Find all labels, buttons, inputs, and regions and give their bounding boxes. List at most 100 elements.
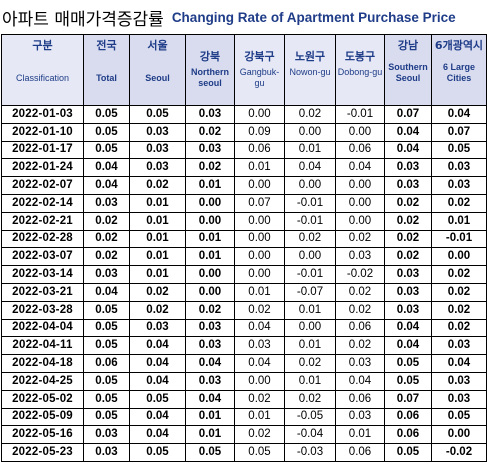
row-value: 0.09 [234,122,285,142]
header-kr-label: 전국 [96,39,117,52]
row-value: 0.00 [234,229,285,249]
header-dobong-gu: 도봉구 Dobong-gu [335,34,385,106]
row-value: 0.03 [83,193,130,213]
row-value: 0.00 [234,371,285,391]
row-value: 0.03 [129,318,186,338]
row-date: 2022-02-07 [1,176,84,195]
row-date: 2022-03-07 [1,247,84,267]
row-value: 0.00 [185,282,235,302]
row-value: 0.00 [335,211,385,231]
row-value: 0.02 [234,300,285,320]
row-value: 0.02 [83,211,130,231]
table-row: 2022-01-24 0.04 0.03 0.02 0.01 0.04 0.04 0.03 0.… [1,158,487,178]
row-value: 0.04 [83,158,130,178]
row-value: 0.00 [185,211,235,231]
table-row: 2022-02-21 0.02 0.01 0.00 0.00 -0.01 0.00 0.02 0… [1,211,487,231]
row-value: 0.05 [83,407,130,427]
table-row: 2022-03-07 0.02 0.01 0.01 0.00 0.00 0.03 0.02 0.… [1,247,487,267]
row-value: 0.04 [129,354,186,373]
row-date: 2022-02-21 [1,211,84,231]
row-value: -0.01 [335,105,385,124]
row-value: -0.01 [284,265,336,284]
table-row: 2022-04-25 0.05 0.04 0.03 0.00 0.01 0.04 0.05 0.… [1,371,487,391]
row-value: 0.02 [384,247,432,267]
row-value: -0.04 [284,425,336,445]
header-kr-label: 강남 [397,39,419,52]
row-value: -0.05 [284,407,336,427]
header-classification: 구분 Classification [1,34,84,106]
row-value: 0.02 [185,300,235,320]
row-value: 0.07 [384,389,432,409]
table-row: 2022-01-03 0.05 0.05 0.03 0.00 0.02 -0.01 0.07 0… [1,105,487,124]
header-kr-label: 도봉구 [344,50,376,63]
row-value: 0.03 [431,371,487,391]
row-value: 0.03 [384,176,432,195]
row-value: 0.01 [284,336,336,356]
title-english: Changing Rate of Apartment Purchase Pric… [171,9,456,25]
header-en-label: Nowon-gu [289,67,331,77]
header-en-label: Classification [15,73,70,83]
table-row: 2022-05-23 0.03 0.05 0.05 0.05 -0.03 0.06 0.05-… [1,443,487,462]
header-gangbuk-gu: 강북구 Gangbuk-gu [234,34,285,106]
row-value: 0.00 [284,176,336,195]
row-value: 0.05 [234,443,285,462]
table-row: 2022-01-10 0.05 0.03 0.02 0.09 0.00 0.00 0.04 0.… [1,122,487,142]
row-value: 0.04 [83,282,130,302]
row-value: 0.00 [234,176,285,195]
page-title: 아파트 매매가격증감률 Changing Rate of Apartment P… [0,0,487,34]
row-date: 2022-01-17 [1,140,84,160]
row-value: 0.02 [335,336,385,356]
row-value: 0.00 [335,122,385,142]
row-value: 0.02 [431,282,487,302]
row-value: 0.03 [185,371,235,391]
row-value: 0.00 [284,122,336,142]
row-value: 0.05 [384,443,432,462]
table-row: 2022-05-16 0.03 0.04 0.01 0.02 -0.04 0.01 0.06 0… [1,425,487,445]
row-value: 0.01 [431,211,487,231]
row-value: 0.02 [284,354,336,373]
row-value: 0.03 [185,318,235,338]
table-body: 2022-01-03 0.05 0.05 0.03 0.00 0.02 -0.01 0.07 0… [1,105,487,462]
row-value: 0.03 [129,158,186,178]
row-value: 0.02 [431,318,487,338]
row-date: 2022-01-10 [1,122,84,142]
header-en-label: 6 Large Cities [442,62,475,83]
row-value: 0.06 [335,443,385,462]
row-value: 0.04 [129,371,186,391]
row-date: 2022-04-25 [1,371,84,391]
row-value: 0.00 [185,265,235,284]
table-row: 2022-03-21 0.04 0.02 0.00 0.01 -0.07 0.02 0.03 0… [1,282,487,302]
row-value: 0.04 [384,122,432,142]
row-value: 0.04 [129,336,186,356]
table-row: 2022-05-02 0.05 0.05 0.04 0.02 0.02 0.06 0.07 0.… [1,389,487,409]
row-value: 0.04 [284,158,336,178]
row-value: 0.00 [335,176,385,195]
table-row: 2022-04-04 0.05 0.03 0.03 0.04 0.00 0.06 0.04 0.… [1,318,487,338]
header-en-label: Northern seoul [191,67,229,88]
row-value: 0.00 [234,247,285,267]
row-value: 0.04 [83,176,130,195]
row-value: 0.02 [335,282,385,302]
header-nowon-gu: 노원구 Nowon-gu [284,34,336,106]
row-value: 0.05 [129,443,186,462]
row-value: 0.02 [284,229,336,249]
row-value: -0.07 [284,282,336,302]
row-value: 0.02 [185,122,235,142]
row-value: 0.02 [185,158,235,178]
table-row: 2022-02-07 0.04 0.02 0.01 0.00 0.00 0.00 0.03 0.… [1,176,487,195]
row-value: 0.01 [335,425,385,445]
row-value: 0.00 [431,425,487,445]
row-value: 0.07 [431,122,487,142]
row-value: 0.00 [284,247,336,267]
row-value: 0.02 [234,425,285,445]
row-value: 0.04 [129,407,186,427]
row-value: 0.01 [185,247,235,267]
row-value: 0.05 [384,371,432,391]
row-value: 0.06 [83,354,130,373]
row-value: 0.05 [83,140,130,160]
row-value: 0.02 [335,300,385,320]
row-value: 0.06 [335,389,385,409]
header-southern-seoul: 강남 Southern Seoul [384,34,432,106]
row-value: 0.00 [185,193,235,213]
row-value: 0.00 [335,193,385,213]
